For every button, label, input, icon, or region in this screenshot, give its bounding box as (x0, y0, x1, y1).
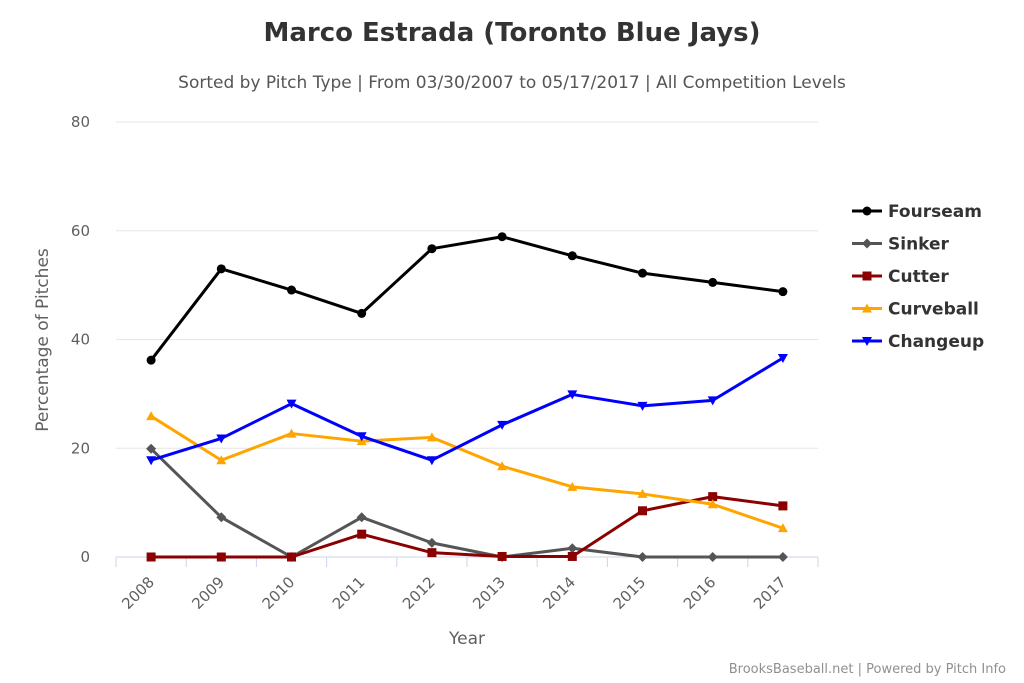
legend-label: Curveball (888, 300, 979, 320)
fourseam-point[interactable] (146, 355, 156, 365)
series-cutter (146, 492, 788, 562)
sinker-point[interactable] (567, 543, 578, 554)
fourseam-point[interactable] (638, 268, 647, 278)
sinker-point[interactable] (356, 512, 367, 523)
x-tick-label: 2015 (610, 573, 650, 613)
changeup-point[interactable] (707, 396, 718, 406)
changeup-point[interactable] (426, 456, 437, 466)
legend: Fourseam Sinker Cutter Curveball Changeup (852, 202, 984, 352)
legend-swatch-marker[interactable] (862, 238, 872, 249)
legend-item-sinker[interactable]: Sinker (852, 235, 950, 255)
x-tick-label: 2009 (188, 573, 228, 613)
chart-title: Marco Estrada (Toronto Blue Jays) (263, 18, 760, 48)
fourseam-point[interactable] (567, 251, 577, 261)
y-axis: 0 20 40 60 80 (71, 113, 90, 566)
fourseam-point[interactable] (778, 287, 788, 297)
changeup-point[interactable] (567, 390, 578, 400)
sinker-point[interactable] (707, 552, 718, 562)
fourseam-point[interactable] (708, 277, 718, 287)
curveball-point[interactable] (286, 428, 297, 438)
sinker-point[interactable] (216, 512, 227, 523)
curveball-line (149, 414, 785, 530)
curveball-point[interactable] (426, 432, 437, 442)
y-axis-title: Percentage of Pitches (33, 248, 53, 432)
curveball-point[interactable] (637, 488, 648, 498)
cutter-point[interactable] (567, 551, 577, 561)
fourseam-point[interactable] (427, 244, 437, 254)
y-tick-label: 80 (71, 113, 90, 131)
legend-item-cutter[interactable]: Cutter (852, 267, 949, 287)
y-tick-label: 60 (71, 222, 90, 240)
x-tick-label: 2012 (399, 573, 439, 613)
fourseam-point[interactable] (287, 285, 296, 295)
changeup-point[interactable] (497, 420, 508, 430)
series-sinker (146, 443, 788, 562)
credits-text[interactable]: BrooksBaseball.net | Powered by Pitch In… (729, 662, 1006, 677)
series-group (146, 232, 788, 562)
changeup-point[interactable] (637, 401, 648, 411)
x-tick-label: 2017 (750, 573, 790, 613)
legend-item-changeup[interactable]: Changeup (852, 332, 984, 352)
cutter-point[interactable] (287, 552, 296, 562)
y-tick-label: 20 (71, 439, 90, 457)
cutter-point[interactable] (427, 548, 437, 558)
cutter-line (149, 495, 785, 559)
fourseam-point[interactable] (357, 308, 367, 318)
fourseam-point[interactable] (216, 264, 226, 274)
legend-label: Sinker (888, 235, 950, 255)
cutter-point[interactable] (497, 551, 507, 561)
x-tick-label: 2014 (539, 573, 579, 613)
series-curveball (146, 411, 788, 533)
sinker-point[interactable] (637, 552, 648, 562)
legend-swatch-marker[interactable] (862, 271, 872, 281)
legend-label: Changeup (888, 332, 984, 352)
changeup-line (149, 356, 785, 462)
legend-label: Fourseam (888, 202, 982, 222)
cutter-point[interactable] (778, 501, 788, 511)
x-tick-label: 2011 (329, 573, 369, 613)
cutter-point[interactable] (638, 506, 647, 516)
changeup-point[interactable] (146, 456, 157, 466)
x-axis: 2008 2009 2010 2011 2012 2013 2014 2015 2016 2017 (115, 556, 819, 613)
y-tick-label: 0 (80, 548, 90, 566)
curveball-point[interactable] (777, 523, 788, 533)
sinker-point[interactable] (146, 443, 157, 454)
x-tick-label: 2016 (680, 573, 720, 613)
chart-subtitle: Sorted by Pitch Type | From 03/30/2007 t… (178, 73, 846, 93)
legend-swatch-marker[interactable] (862, 206, 872, 216)
x-tick-label: 2008 (118, 573, 158, 613)
legend-label: Cutter (888, 267, 949, 287)
curveball-point[interactable] (707, 499, 718, 509)
curveball-point[interactable] (216, 455, 227, 465)
legend-swatch-marker[interactable] (862, 337, 872, 346)
series-changeup (146, 353, 788, 466)
changeup-point[interactable] (286, 399, 297, 409)
cutter-point[interactable] (216, 552, 226, 562)
series-fourseam (146, 232, 788, 365)
curveball-point[interactable] (497, 461, 508, 471)
sinker-point[interactable] (777, 552, 788, 562)
x-tick-label: 2010 (259, 573, 299, 613)
legend-swatch-marker[interactable] (862, 303, 872, 313)
cutter-point[interactable] (357, 529, 367, 539)
curveball-point[interactable] (146, 411, 157, 421)
legend-item-curveball[interactable]: Curveball (852, 300, 979, 320)
cutter-point[interactable] (146, 552, 156, 562)
fourseam-line (149, 235, 785, 362)
y-tick-label: 40 (71, 331, 90, 349)
curveball-point[interactable] (567, 481, 578, 491)
sinker-point[interactable] (426, 537, 437, 548)
x-axis-title: Year (448, 629, 485, 649)
x-tick-label: 2013 (469, 573, 509, 613)
gridlines (116, 121, 818, 449)
cutter-point[interactable] (708, 492, 718, 502)
changeup-point[interactable] (777, 353, 788, 363)
legend-item-fourseam[interactable]: Fourseam (852, 202, 982, 222)
sinker-line (149, 447, 785, 559)
fourseam-point[interactable] (497, 232, 507, 242)
changeup-point[interactable] (216, 434, 227, 444)
changeup-point[interactable] (356, 432, 367, 442)
